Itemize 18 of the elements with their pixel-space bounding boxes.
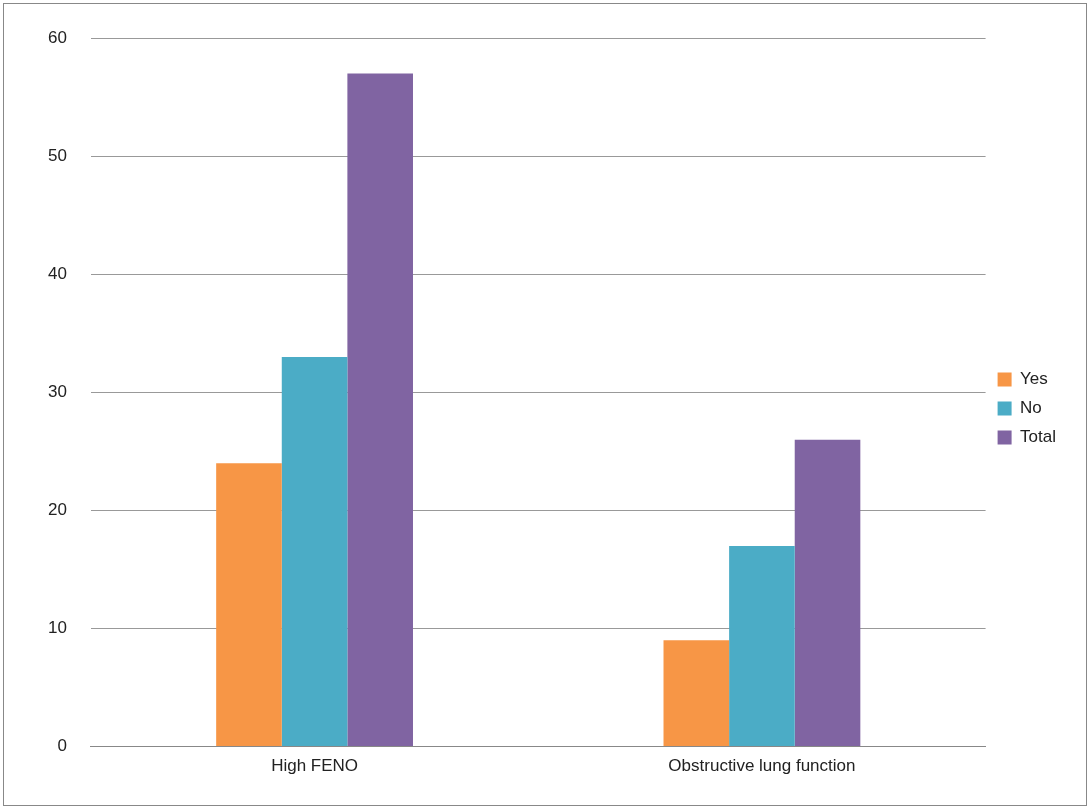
y-tick-label: 30 — [47, 382, 67, 402]
x-tick-label: High FENO — [271, 756, 359, 776]
bar — [663, 640, 730, 747]
y-tick-label: 60 — [47, 27, 67, 47]
bar — [729, 545, 795, 747]
y-tick-label: 40 — [47, 264, 67, 284]
x-tick-label: Obstructive lung function — [668, 756, 856, 776]
legend-label: No — [1020, 398, 1042, 418]
bar — [281, 356, 348, 747]
y-tick-label: 10 — [47, 618, 67, 638]
legend-label: Total — [1020, 427, 1057, 447]
y-tick-label: 20 — [47, 500, 67, 520]
y-tick-label: 50 — [47, 145, 67, 165]
bar — [216, 463, 282, 747]
y-tick-label: 0 — [57, 736, 67, 756]
bar — [347, 73, 413, 747]
bar — [794, 439, 861, 747]
legend-label: Yes — [1020, 369, 1048, 389]
